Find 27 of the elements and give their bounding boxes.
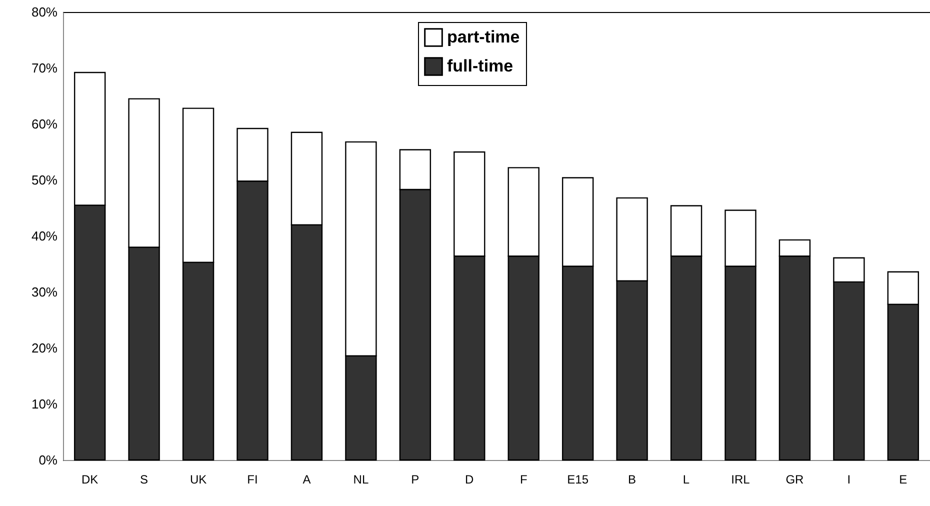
x-tick-label: I bbox=[847, 472, 851, 486]
x-tick-label: B bbox=[628, 472, 636, 486]
x-tick-label: D bbox=[465, 472, 474, 486]
x-tick-label: FI bbox=[247, 472, 258, 486]
x-tick-label: P bbox=[411, 472, 420, 486]
y-tick-label: 70% bbox=[31, 60, 58, 76]
x-tick-label: A bbox=[302, 472, 311, 486]
x-tick-label: IRL bbox=[731, 472, 750, 486]
y-tick-label: 20% bbox=[31, 340, 58, 356]
x-tick-label: L bbox=[682, 472, 690, 486]
y-tick-label: 50% bbox=[31, 172, 58, 188]
y-tick-label: 0% bbox=[38, 452, 58, 468]
y-tick-label: 80% bbox=[31, 4, 58, 20]
x-tick-label: NL bbox=[353, 472, 369, 486]
x-tick-label: E bbox=[899, 472, 908, 486]
y-tick-label: 30% bbox=[31, 284, 58, 300]
x-tick-label: UK bbox=[190, 472, 207, 486]
x-tick-label: E15 bbox=[567, 472, 589, 486]
legend-label: part-time bbox=[447, 28, 520, 46]
x-tick-label: S bbox=[140, 472, 148, 486]
legend-label: full-time bbox=[447, 56, 514, 76]
x-tick-label: DK bbox=[82, 472, 98, 486]
y-tick-label: 60% bbox=[31, 116, 58, 132]
y-tick-label: 10% bbox=[31, 396, 58, 412]
y-tick-label: 40% bbox=[31, 228, 58, 244]
x-tick-label: F bbox=[520, 472, 528, 486]
x-tick-label: GR bbox=[786, 472, 804, 486]
